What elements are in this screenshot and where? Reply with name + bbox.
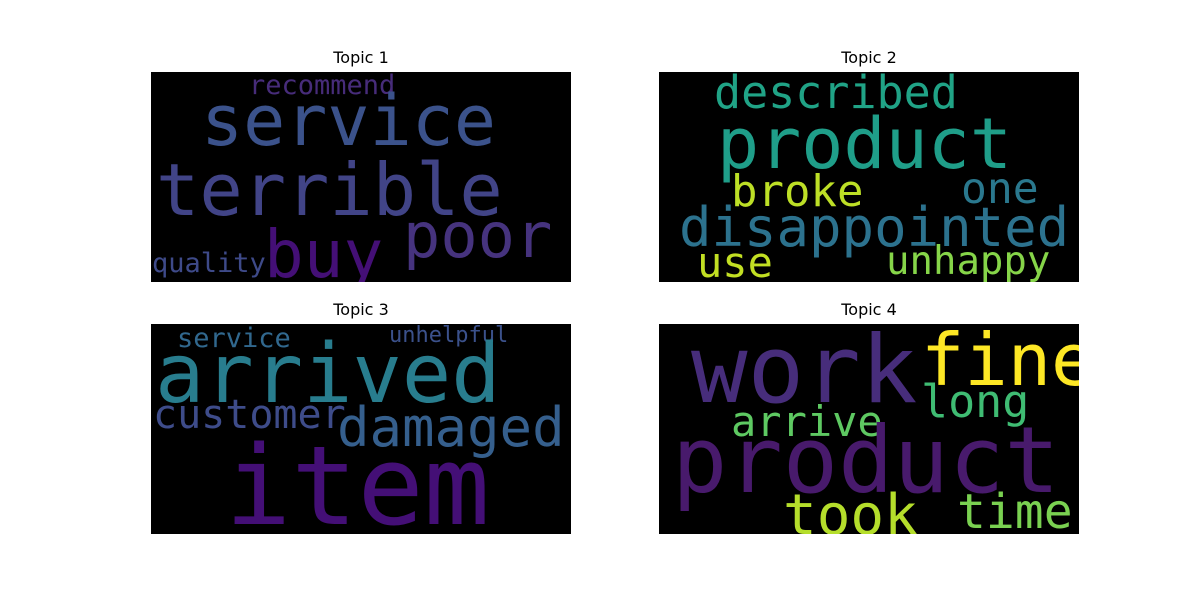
panel-title: Topic 3 [333,300,389,319]
word: service [177,324,291,354]
word: damaged [337,396,565,459]
word: time [957,484,1073,534]
word: use [697,238,773,282]
word: product [672,407,1060,514]
word: customer [153,392,346,438]
word-cloud: work fine long arrive product took time [659,324,1079,534]
word: disappointed [679,196,1069,259]
word-cloud: service unhelpful arrived customer damag… [151,324,571,534]
word-cloud: recommend service terrible poor buy qual… [151,72,571,282]
word: product [717,103,1012,185]
word: poor [403,199,552,272]
word: item [225,422,490,534]
panel-title: Topic 4 [841,300,897,319]
word: recommend [249,72,395,101]
word: arrived [155,327,501,422]
word: buy [264,216,383,282]
word: quality [152,248,266,279]
word: fine [921,324,1079,402]
word: one [961,164,1039,214]
word: service [201,80,496,162]
panel-title: Topic 2 [841,48,897,67]
word: described [714,72,958,119]
word: broke [731,166,863,217]
word: terrible [156,148,503,232]
word: unhappy [886,239,1050,282]
word: arrive [731,397,883,446]
word: unhelpful [389,324,508,348]
word-cloud: described product broke one disappointed… [659,72,1079,282]
panel-title: Topic 1 [333,48,389,67]
word: work [691,324,917,425]
word: long [921,375,1029,428]
word: took [783,483,918,534]
